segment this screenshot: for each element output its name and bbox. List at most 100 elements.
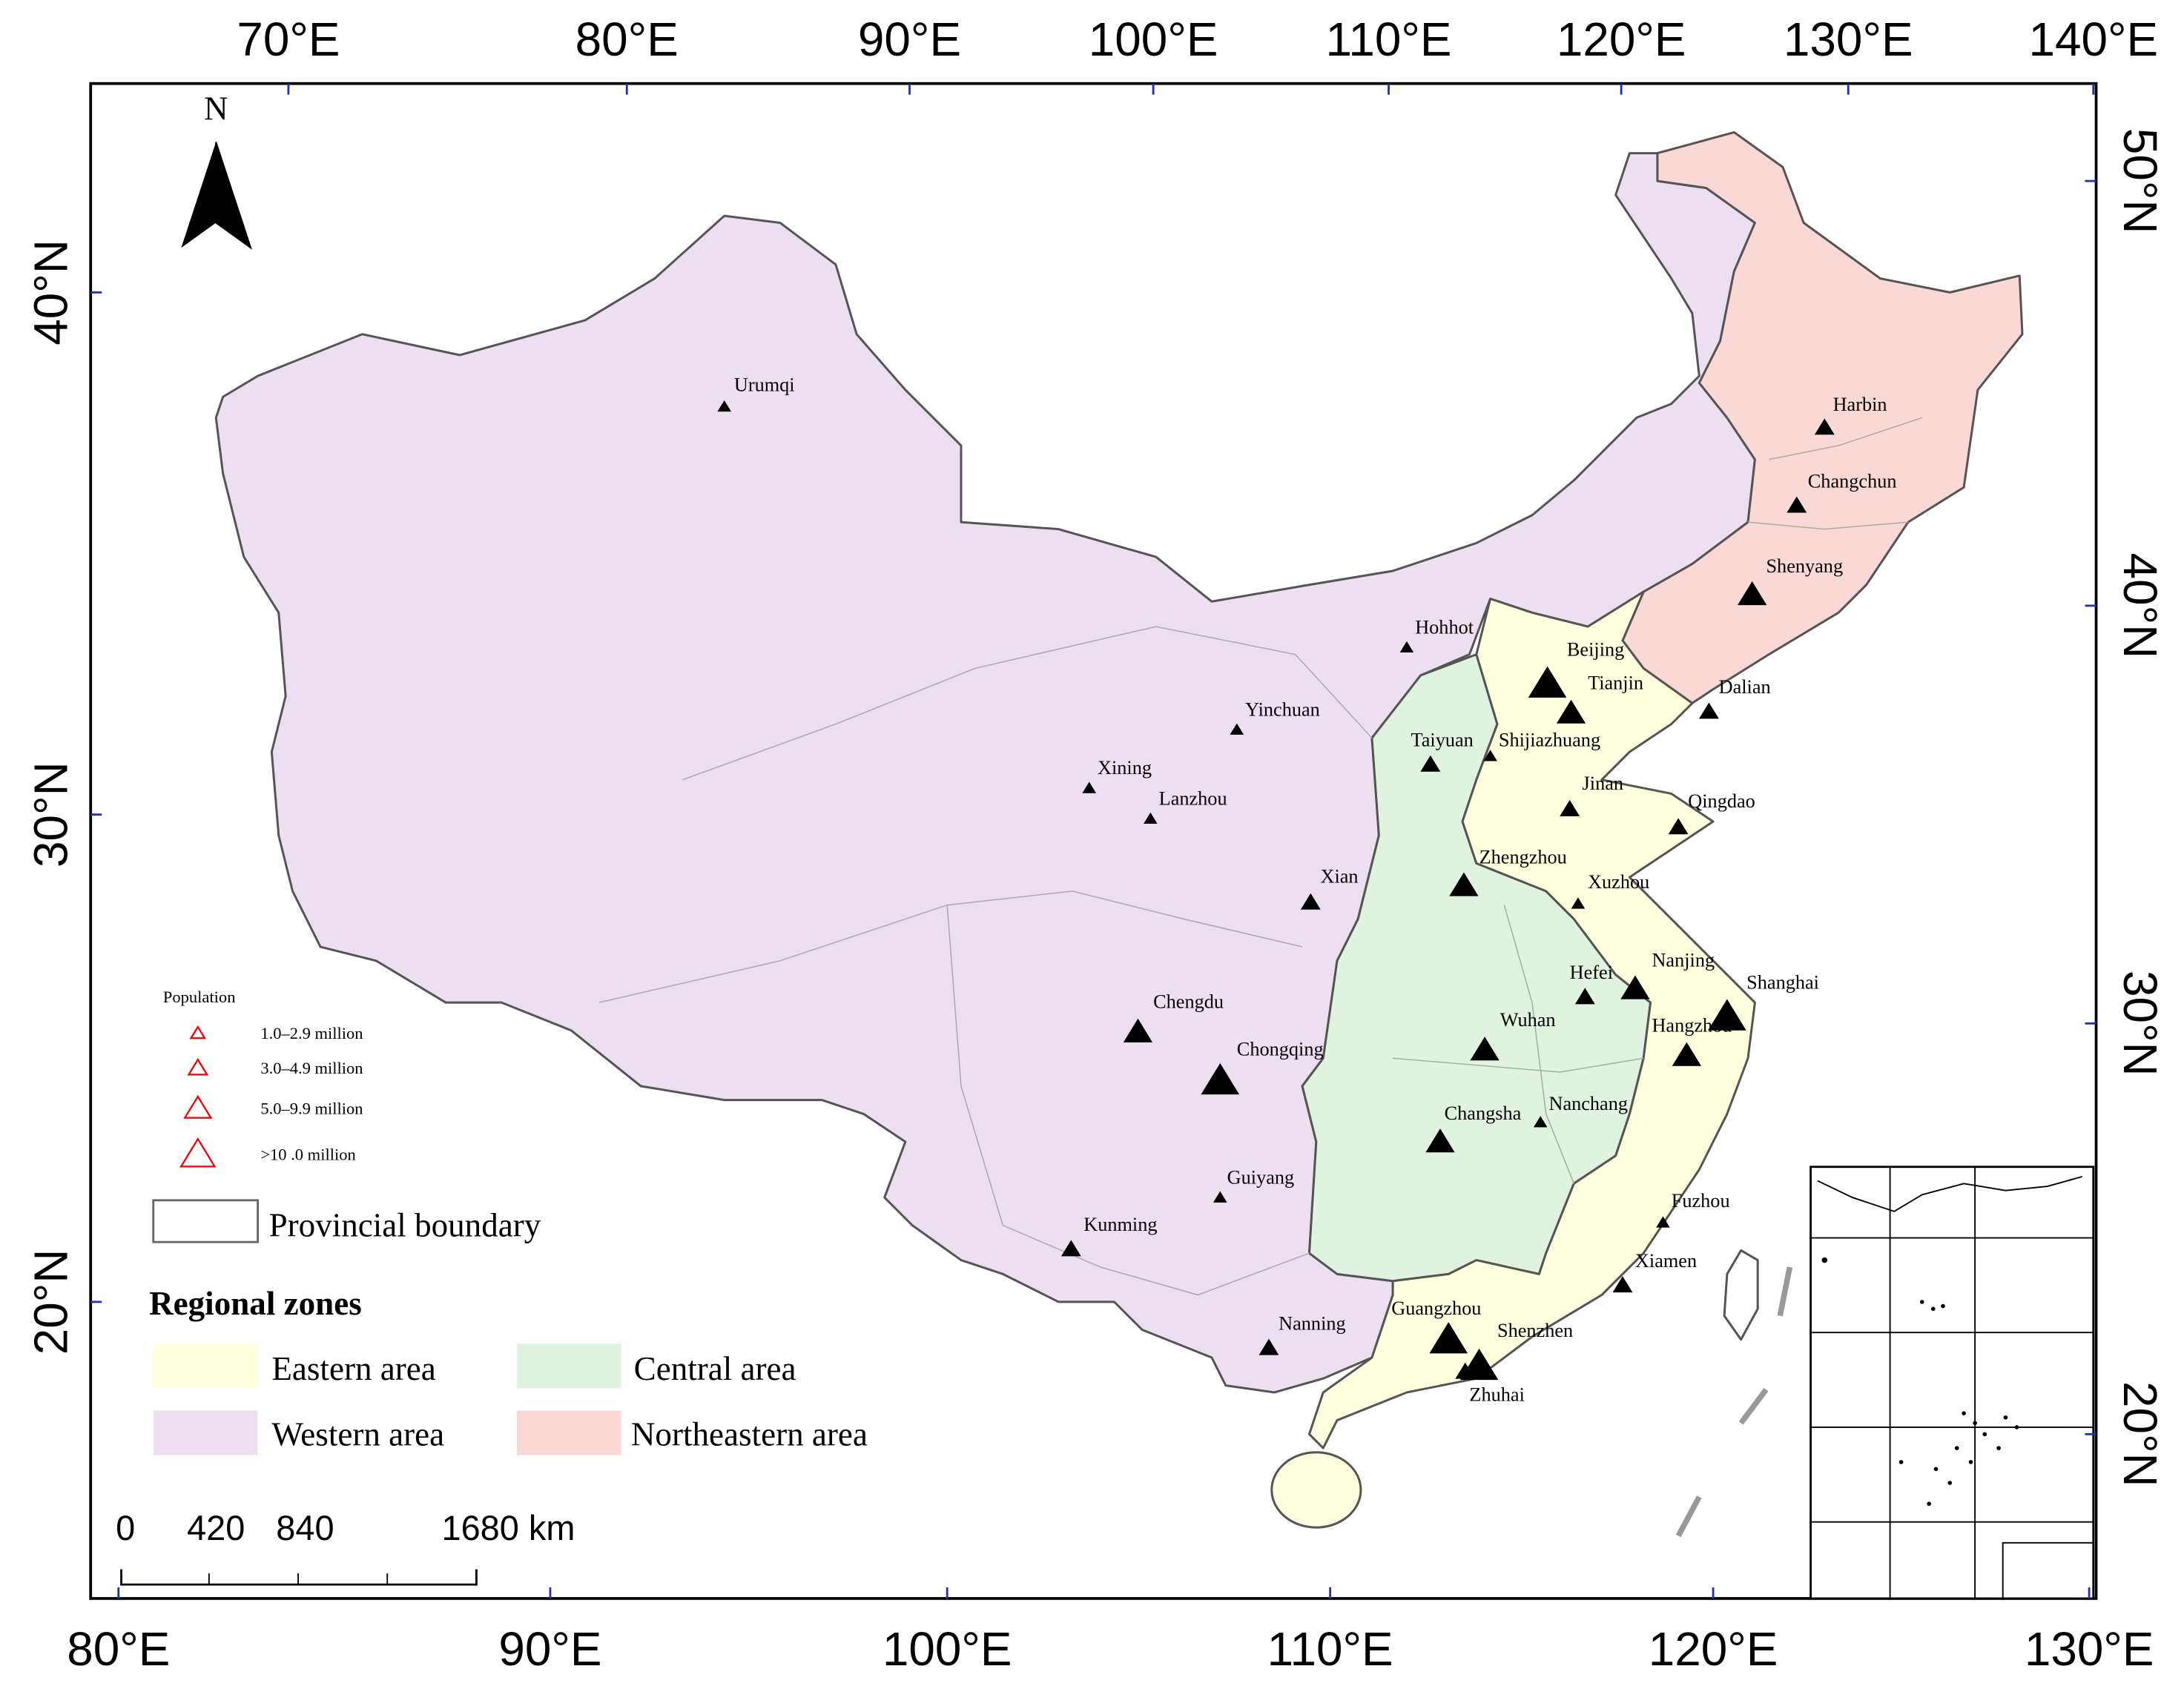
boundary-label: Provincial boundary: [269, 1207, 541, 1244]
city-marker: [1483, 750, 1497, 761]
city-label: Wuhan: [1500, 1009, 1556, 1031]
city-marker: [1571, 897, 1586, 909]
city-label: Hohhot: [1415, 616, 1474, 638]
city-label: Changsha: [1445, 1103, 1522, 1124]
city-label: Shenyang: [1766, 555, 1843, 577]
city-marker: [1082, 781, 1097, 793]
bottom-axis-label: 110°E: [1267, 1622, 1393, 1676]
province-line: [598, 890, 1303, 1003]
scale-label: 1680 km: [441, 1509, 575, 1547]
right-axis-label: 50°N: [2114, 128, 2167, 234]
city-label: Tianjin: [1588, 672, 1643, 694]
city-label: Yinchuan: [1245, 698, 1320, 720]
city-label: Beijing: [1567, 639, 1624, 661]
province-line: [1769, 417, 1923, 460]
city-marker: [1668, 818, 1689, 835]
bottom-axis-label: 80°E: [67, 1622, 170, 1676]
right-axis-label: 40°N: [2114, 553, 2167, 659]
city-label: Nanjing: [1652, 949, 1715, 971]
city-label: Chengdu: [1153, 991, 1224, 1013]
city-label: Shenzhen: [1497, 1320, 1573, 1341]
city-label: Guangzhou: [1391, 1298, 1481, 1319]
city-marker: [1533, 1116, 1548, 1128]
city-label: Qingdao: [1688, 790, 1755, 812]
top-axis-label: 100°E: [1089, 13, 1218, 66]
city-marker: [1672, 1042, 1702, 1066]
city-marker: [1556, 699, 1586, 724]
city-label: Zhuhai: [1469, 1384, 1524, 1405]
zone-label: Eastern area: [271, 1350, 435, 1387]
city-label: Hefei: [1570, 962, 1613, 983]
northeastern-area-region: [1621, 130, 2024, 704]
legend: Population Provincial boundary Regional …: [149, 988, 868, 1455]
city-marker: [1300, 893, 1321, 910]
city-marker: [1814, 418, 1835, 435]
city-marker: [1420, 755, 1441, 772]
city-marker: [1123, 1018, 1153, 1042]
city-label: Taiyuan: [1411, 730, 1474, 751]
zones-title: Regional zones: [149, 1285, 362, 1322]
city-marker: [1429, 1322, 1468, 1354]
city-marker: [1574, 988, 1595, 1005]
city-label: Jinan: [1583, 773, 1623, 794]
top-axis-label: 80°E: [575, 13, 679, 66]
inset-coast: [1817, 1175, 2083, 1212]
city-label: Kunming: [1083, 1214, 1157, 1235]
city-marker: [1470, 1037, 1500, 1061]
city-marker: [1230, 723, 1244, 735]
legend-triangle: [187, 1057, 209, 1076]
taiwan-island: [1723, 1249, 1759, 1341]
city-marker: [1699, 702, 1719, 719]
northeastern-swatch: [516, 1410, 621, 1455]
city-label: Shanghai: [1746, 971, 1819, 993]
scale-bar: 0 420 840 1680 km: [116, 1509, 575, 1586]
top-axis-label: 110°E: [1326, 13, 1452, 66]
city-marker: [1787, 496, 1807, 513]
inset-islands: [1821, 1257, 2019, 1507]
boundary-swatch: [152, 1199, 259, 1243]
top-axis-label: 120°E: [1557, 13, 1686, 66]
island-stroke: [1777, 1266, 1793, 1317]
bottom-axis-label: 130°E: [2025, 1622, 2154, 1676]
city-marker: [1201, 1062, 1240, 1095]
city-label: Xuzhou: [1588, 871, 1649, 893]
city-label: Guiyang: [1227, 1166, 1295, 1188]
city-label: Changchun: [1808, 470, 1897, 492]
city-label: Nanchang: [1548, 1093, 1628, 1114]
city-label: Shijiazhuang: [1499, 730, 1600, 751]
city-marker: [1425, 1128, 1455, 1153]
eastern-area-region: [1307, 590, 1756, 1450]
legend-class-label: >10 .0 million: [260, 1145, 355, 1163]
city-marker: [1399, 641, 1414, 653]
city-label: Nanning: [1279, 1312, 1346, 1334]
top-axis-label: 90°E: [858, 13, 961, 66]
city-marker: [1144, 812, 1158, 824]
province-line: [1747, 521, 1909, 530]
legend-class-label: 3.0–4.9 million: [260, 1059, 363, 1077]
left-axis-label: 20°N: [24, 1249, 77, 1355]
zone-label: Central area: [634, 1350, 796, 1387]
population-title: Population: [163, 988, 236, 1006]
scale-label: 840: [276, 1509, 334, 1547]
legend-triangle: [189, 1025, 207, 1039]
city-label: Fuzhou: [1672, 1190, 1730, 1212]
island-stroke: [1675, 1495, 1702, 1538]
right-axis-label: 30°N: [2114, 971, 2167, 1077]
right-axis-label: 20°N: [2114, 1381, 2167, 1487]
city-marker: [1459, 1348, 1499, 1381]
city-label: Chongqing: [1237, 1039, 1324, 1060]
province-line: [1503, 905, 1574, 1184]
cities: Urumqi Hohhot Yinchuan Shijiazhuang Xining La…: [717, 374, 1897, 1405]
left-axis-label: 30°N: [24, 761, 77, 867]
province-line: [946, 905, 1310, 1296]
city-marker: [1738, 581, 1767, 606]
province-line: [1393, 1057, 1644, 1073]
inset-box: [2002, 1541, 2094, 1599]
city-marker: [1656, 1216, 1670, 1228]
zone-label: Northeastern area: [631, 1415, 868, 1452]
city-marker: [1213, 1191, 1227, 1203]
city-label: Zhengzhou: [1479, 846, 1567, 867]
city-marker: [1620, 975, 1650, 999]
bottom-axis-label: 90°E: [498, 1622, 601, 1676]
